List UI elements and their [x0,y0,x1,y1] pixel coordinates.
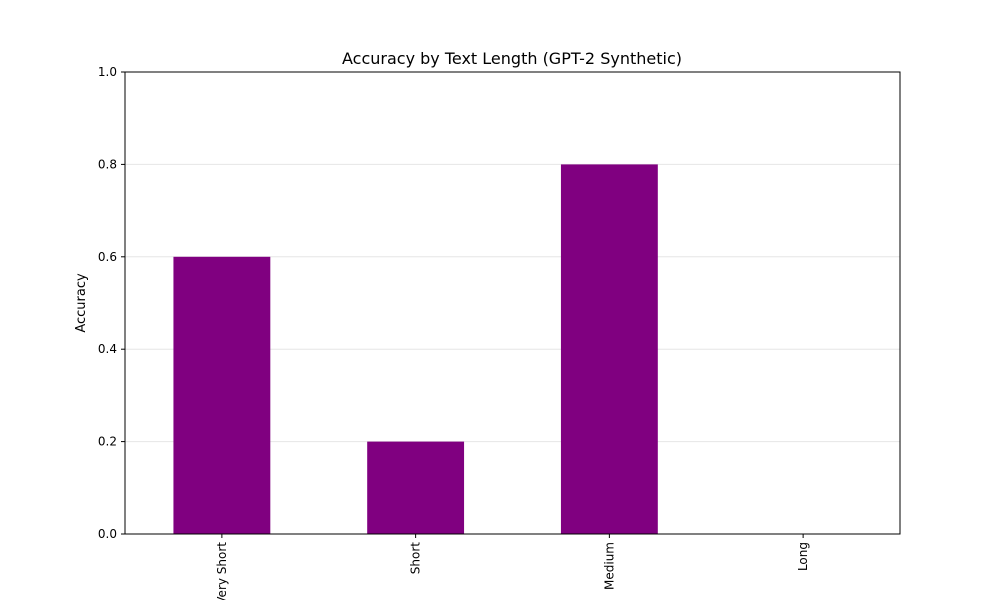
x-tick-label: Medium [602,542,616,590]
bar-very-short [173,256,271,534]
x-tick-label: Short [409,542,423,574]
y-tick-label: 0.2 [98,435,117,449]
x-tick-label: Long [796,542,810,571]
y-tick-label: 1.0 [98,65,117,79]
y-tick-label: 0.6 [98,250,117,264]
y-axis-ticks: 0.0 0.2 0.4 0.6 0.8 1.0 [98,65,125,541]
y-tick-label: 0.4 [98,342,117,356]
y-axis-label: Accuracy [74,273,89,333]
bar-medium [560,164,658,534]
chart-title: Accuracy by Text Length (GPT-2 Synthetic… [342,49,682,68]
plot-area [124,71,901,535]
x-axis-ticks: Very Short Short Medium Long [215,534,810,600]
bars [173,164,658,534]
bar-short [367,441,465,534]
y-tick-label: 0.8 [98,157,117,171]
y-tick-label: 0.0 [98,527,117,541]
x-tick-label: Very Short [215,542,229,600]
